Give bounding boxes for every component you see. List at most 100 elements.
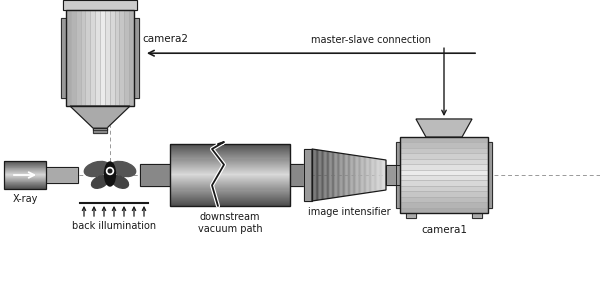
Bar (4, 165, 46, 166)
Bar (170, 161, 290, 163)
Bar (4, 164, 46, 165)
Bar (170, 201, 290, 203)
Bar (170, 159, 290, 161)
Bar (4, 166, 46, 168)
Bar (4, 185, 46, 186)
Bar (46, 167, 78, 183)
Bar (170, 203, 290, 205)
Bar (170, 143, 290, 156)
Polygon shape (341, 153, 343, 197)
Bar (4, 162, 46, 163)
Polygon shape (316, 150, 317, 200)
Bar (170, 184, 290, 185)
Bar (4, 170, 46, 171)
Polygon shape (366, 157, 367, 193)
Bar (170, 175, 290, 177)
Bar (4, 175, 46, 176)
Polygon shape (331, 152, 332, 198)
Bar (400, 137, 488, 213)
Bar (170, 183, 290, 184)
Bar (170, 147, 290, 148)
Bar (400, 180, 488, 186)
Polygon shape (361, 156, 362, 194)
Bar (4, 184, 46, 185)
Bar (170, 169, 290, 171)
Bar (170, 201, 290, 203)
Bar (170, 152, 290, 153)
Bar (4, 177, 46, 178)
Polygon shape (349, 155, 350, 196)
Bar (4, 161, 46, 162)
Bar (4, 183, 46, 189)
Bar (170, 192, 290, 194)
Bar (80, 10, 86, 106)
Polygon shape (359, 156, 360, 194)
Polygon shape (70, 106, 130, 128)
Bar (4, 162, 46, 163)
Polygon shape (352, 155, 353, 195)
Polygon shape (369, 157, 370, 193)
Bar (4, 172, 46, 173)
Bar (170, 191, 290, 193)
Polygon shape (362, 157, 364, 194)
Polygon shape (346, 154, 347, 196)
Bar (170, 157, 290, 159)
Bar (4, 166, 46, 167)
Polygon shape (337, 153, 338, 197)
Bar (4, 187, 46, 188)
Bar (4, 165, 46, 166)
Bar (4, 181, 46, 182)
Polygon shape (381, 159, 382, 191)
Bar (170, 200, 290, 202)
Bar (170, 198, 290, 200)
Bar (170, 165, 290, 167)
Bar (170, 200, 290, 202)
Bar (290, 164, 304, 186)
Bar (170, 148, 290, 149)
Bar (4, 164, 46, 165)
Bar (170, 170, 290, 172)
Bar (170, 158, 290, 159)
Bar (170, 175, 290, 177)
Bar (406, 213, 416, 218)
Bar (170, 173, 290, 174)
Ellipse shape (112, 176, 128, 188)
Bar (4, 175, 46, 176)
Bar (4, 163, 46, 164)
Bar (4, 164, 46, 165)
Bar (488, 142, 492, 208)
Bar (170, 199, 290, 201)
Bar (170, 203, 290, 205)
Bar (4, 173, 46, 175)
Bar (400, 191, 488, 197)
Text: downstream
vacuum path: downstream vacuum path (197, 212, 262, 234)
Bar (170, 161, 290, 163)
Bar (170, 154, 290, 155)
Bar (400, 196, 488, 202)
Bar (93, 128, 107, 130)
Bar (4, 169, 46, 170)
Bar (4, 185, 46, 186)
Bar (4, 170, 46, 171)
Bar (170, 199, 290, 201)
Bar (4, 171, 46, 172)
Bar (4, 178, 46, 179)
Bar (396, 142, 400, 208)
Bar (170, 144, 290, 206)
Bar (4, 171, 46, 172)
Polygon shape (333, 152, 334, 198)
Bar (61, 18, 66, 98)
Bar (4, 176, 46, 177)
Bar (170, 186, 290, 187)
Bar (134, 18, 139, 98)
Bar (4, 161, 46, 162)
Polygon shape (383, 160, 385, 190)
Bar (170, 145, 290, 146)
Bar (170, 175, 290, 176)
Bar (400, 158, 488, 164)
Bar (170, 185, 290, 186)
Bar (4, 173, 46, 174)
Bar (400, 137, 488, 142)
Polygon shape (350, 155, 352, 195)
Bar (170, 190, 290, 191)
